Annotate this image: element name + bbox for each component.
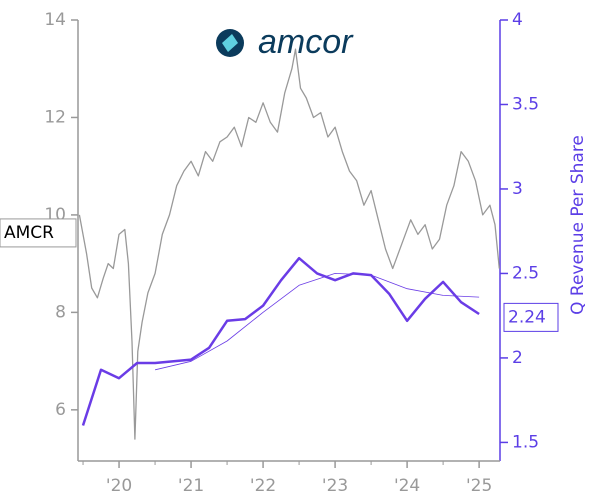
x-tick-label: '21 (178, 476, 204, 496)
y2-axis-label: Q Revenue Per Share (568, 135, 588, 315)
y2-tick-label: 3 (512, 179, 523, 199)
x-tick-label: '22 (250, 476, 276, 496)
last-value-box (503, 302, 559, 332)
y2-tick-label: 2.5 (512, 263, 539, 283)
series-line (155, 272, 480, 371)
y-tick-label: 14 (44, 10, 66, 30)
series-line (81, 256, 480, 426)
last-value-label: 2.24 (508, 307, 546, 327)
y-tick-label: 12 (44, 107, 66, 127)
y2-tick-label: 3.5 (512, 94, 539, 114)
series-line (78, 48, 500, 440)
x-tick-label: '24 (394, 476, 420, 496)
series-label: AMCR (4, 223, 54, 243)
y-tick-label: 8 (55, 302, 66, 322)
logo-text: amcor (258, 23, 354, 61)
logo-icon-inner (222, 34, 238, 52)
x-tick-label: '25 (466, 476, 492, 496)
y-tick-label: 6 (55, 400, 66, 420)
series-label-box (0, 218, 77, 248)
x-tick-label: '23 (322, 476, 348, 496)
x-tick-label: '20 (106, 476, 132, 496)
y2-tick-label: 4 (512, 10, 523, 30)
logo: amcor (216, 23, 354, 61)
y2-tick-label: 1.5 (512, 432, 539, 452)
y2-tick-label: 2 (512, 348, 523, 368)
